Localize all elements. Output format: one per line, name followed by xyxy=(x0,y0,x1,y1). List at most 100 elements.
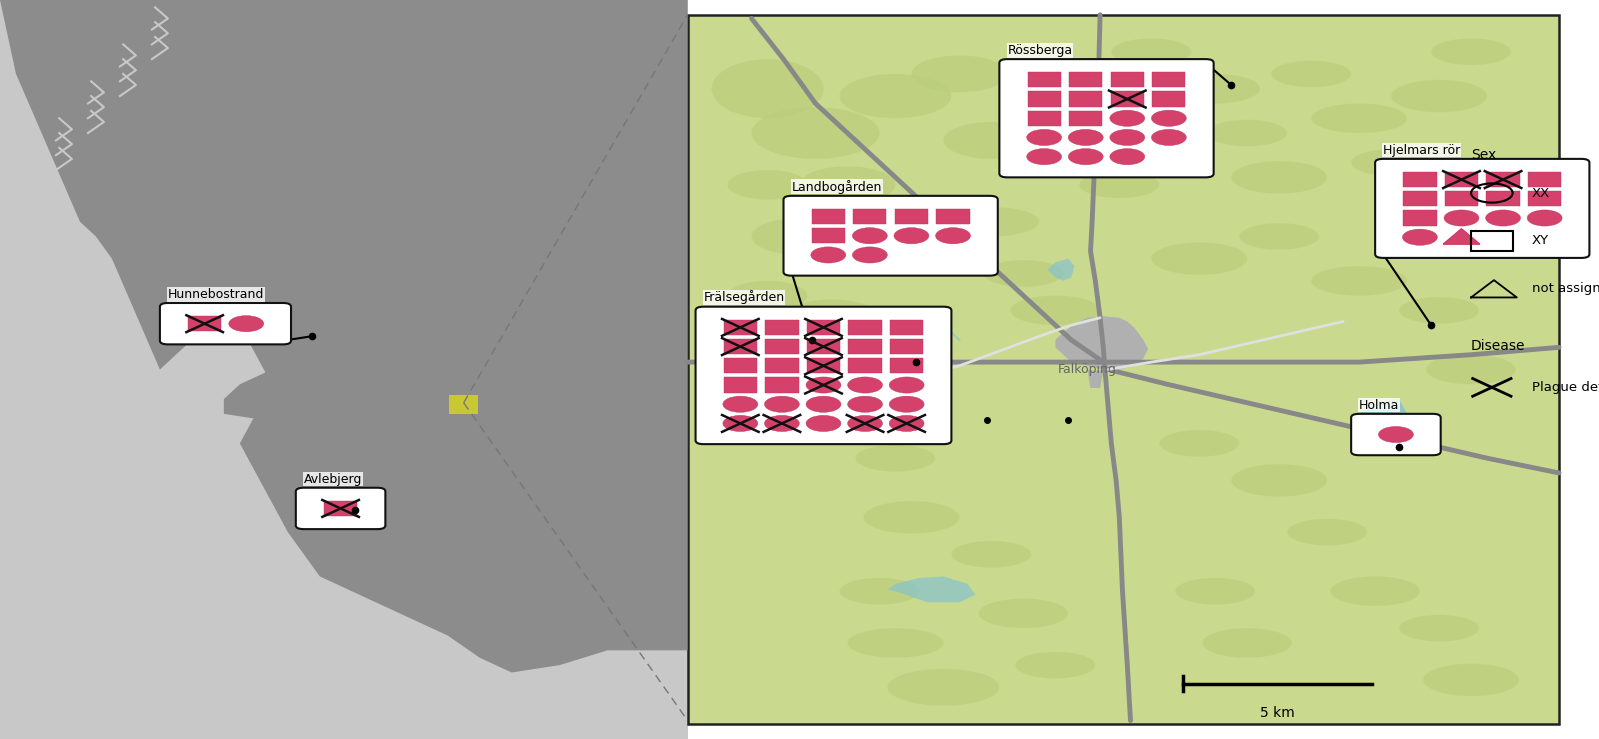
Circle shape xyxy=(847,377,883,393)
FancyBboxPatch shape xyxy=(1351,414,1441,455)
Text: XX: XX xyxy=(1532,186,1549,200)
Polygon shape xyxy=(887,576,975,602)
FancyBboxPatch shape xyxy=(1487,172,1519,187)
FancyBboxPatch shape xyxy=(849,339,881,354)
Ellipse shape xyxy=(728,281,807,310)
Ellipse shape xyxy=(951,541,1031,568)
FancyBboxPatch shape xyxy=(189,316,221,331)
FancyBboxPatch shape xyxy=(854,209,886,224)
Polygon shape xyxy=(1087,370,1103,388)
Ellipse shape xyxy=(847,628,943,658)
Text: Hjelmars rör: Hjelmars rör xyxy=(1383,143,1460,157)
Text: XY: XY xyxy=(1532,234,1549,248)
Ellipse shape xyxy=(1399,297,1479,324)
Ellipse shape xyxy=(712,59,823,118)
Ellipse shape xyxy=(823,392,903,421)
Circle shape xyxy=(1151,110,1186,126)
Text: Frälsegården: Frälsegården xyxy=(704,290,785,304)
Ellipse shape xyxy=(800,166,895,203)
Polygon shape xyxy=(1444,229,1479,244)
FancyBboxPatch shape xyxy=(0,0,688,739)
FancyBboxPatch shape xyxy=(849,320,881,335)
FancyBboxPatch shape xyxy=(891,339,923,354)
FancyBboxPatch shape xyxy=(812,228,844,243)
Text: Plague detected: Plague detected xyxy=(1532,381,1599,394)
Circle shape xyxy=(1110,110,1145,126)
FancyBboxPatch shape xyxy=(296,488,385,529)
FancyBboxPatch shape xyxy=(1529,191,1561,206)
Polygon shape xyxy=(224,347,336,421)
Polygon shape xyxy=(320,384,432,458)
FancyBboxPatch shape xyxy=(1111,72,1143,87)
Polygon shape xyxy=(496,525,528,539)
Ellipse shape xyxy=(839,74,951,118)
FancyBboxPatch shape xyxy=(891,358,923,373)
Ellipse shape xyxy=(752,107,879,159)
Ellipse shape xyxy=(911,55,1007,92)
Circle shape xyxy=(852,247,887,263)
Ellipse shape xyxy=(1207,120,1287,146)
Circle shape xyxy=(806,396,841,412)
FancyBboxPatch shape xyxy=(1375,159,1589,258)
FancyBboxPatch shape xyxy=(1445,191,1477,206)
Ellipse shape xyxy=(1239,223,1319,250)
FancyBboxPatch shape xyxy=(1070,111,1102,126)
Circle shape xyxy=(764,415,800,432)
Circle shape xyxy=(847,415,883,432)
Ellipse shape xyxy=(1055,58,1151,90)
FancyBboxPatch shape xyxy=(766,358,798,373)
Ellipse shape xyxy=(1431,38,1511,65)
Ellipse shape xyxy=(1231,161,1327,194)
FancyBboxPatch shape xyxy=(1028,92,1060,106)
Circle shape xyxy=(1027,149,1062,165)
FancyBboxPatch shape xyxy=(766,320,798,335)
Ellipse shape xyxy=(1426,355,1516,384)
Ellipse shape xyxy=(1311,103,1407,133)
Ellipse shape xyxy=(1311,266,1407,296)
FancyBboxPatch shape xyxy=(849,358,881,373)
Circle shape xyxy=(723,415,758,432)
Polygon shape xyxy=(0,0,688,672)
FancyBboxPatch shape xyxy=(1445,172,1477,187)
FancyBboxPatch shape xyxy=(449,395,478,414)
Circle shape xyxy=(1068,129,1103,146)
FancyBboxPatch shape xyxy=(766,378,798,392)
Circle shape xyxy=(889,377,924,393)
Circle shape xyxy=(1444,210,1479,226)
FancyBboxPatch shape xyxy=(807,339,839,354)
Circle shape xyxy=(723,396,758,412)
Ellipse shape xyxy=(979,599,1068,628)
FancyBboxPatch shape xyxy=(1404,211,1436,225)
FancyBboxPatch shape xyxy=(766,339,798,354)
Text: Holma: Holma xyxy=(1359,398,1399,412)
Circle shape xyxy=(1110,149,1145,165)
Circle shape xyxy=(1151,129,1186,146)
Text: Falköping: Falköping xyxy=(1059,363,1116,376)
FancyBboxPatch shape xyxy=(1529,172,1561,187)
Ellipse shape xyxy=(943,122,1039,159)
Circle shape xyxy=(764,396,800,412)
Text: Disease: Disease xyxy=(1471,339,1525,353)
FancyBboxPatch shape xyxy=(1070,72,1102,87)
Ellipse shape xyxy=(943,207,1039,236)
Ellipse shape xyxy=(1015,652,1095,678)
Circle shape xyxy=(1485,210,1521,226)
FancyBboxPatch shape xyxy=(1153,92,1185,106)
Ellipse shape xyxy=(1287,519,1367,545)
Ellipse shape xyxy=(887,669,999,706)
Ellipse shape xyxy=(1231,464,1327,497)
FancyBboxPatch shape xyxy=(724,378,756,392)
FancyBboxPatch shape xyxy=(1028,72,1060,87)
Ellipse shape xyxy=(1391,80,1487,112)
Circle shape xyxy=(806,415,841,432)
Circle shape xyxy=(1527,210,1562,226)
FancyBboxPatch shape xyxy=(1028,111,1060,126)
Ellipse shape xyxy=(839,578,919,605)
FancyBboxPatch shape xyxy=(1153,72,1185,87)
Ellipse shape xyxy=(752,218,847,255)
Ellipse shape xyxy=(1079,171,1159,198)
Circle shape xyxy=(811,247,846,263)
Circle shape xyxy=(1027,129,1062,146)
FancyBboxPatch shape xyxy=(1111,92,1143,106)
Text: Landbogården: Landbogården xyxy=(792,180,883,194)
